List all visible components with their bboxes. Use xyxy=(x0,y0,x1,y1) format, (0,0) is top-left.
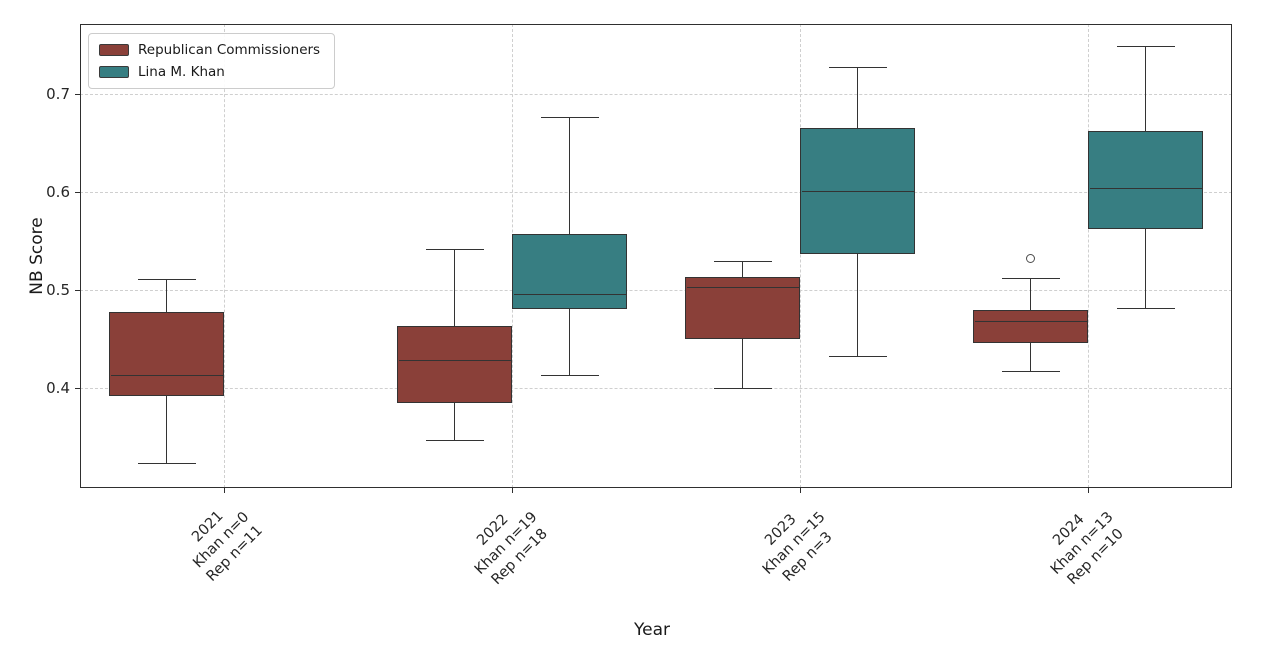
y-tick-label: 0.7 xyxy=(46,84,70,103)
republican-2024-upper-cap xyxy=(1001,278,1060,280)
khan-2023-lower-cap xyxy=(828,355,887,357)
x-axis-title: Year xyxy=(634,620,670,640)
khan-2023-upper-whisker xyxy=(856,68,858,128)
y-tick-mark xyxy=(75,289,80,291)
x-tick-label: 2021 Khan n=0 Rep n=11 xyxy=(189,508,266,585)
y-tick-mark xyxy=(75,191,80,193)
khan-2022-lower-whisker xyxy=(568,309,570,377)
y-gridline xyxy=(80,93,1232,95)
republican-2022-lower-cap xyxy=(425,440,484,442)
republican-2021-lower-whisker xyxy=(165,395,167,464)
republican-2021-lower-cap xyxy=(137,462,196,464)
khan-2024-box xyxy=(1088,130,1203,230)
khan-swatch-icon xyxy=(99,66,129,78)
khan-2024-lower-whisker xyxy=(1144,229,1146,309)
khan-2024-upper-whisker xyxy=(1144,46,1146,131)
republican-2021-median xyxy=(110,375,223,377)
x-gridline xyxy=(1088,24,1089,488)
republican-2022-upper-cap xyxy=(425,248,484,250)
republican-2024-upper-whisker xyxy=(1029,279,1031,311)
khan-2022-median xyxy=(513,293,626,295)
khan-2023-box xyxy=(800,127,915,254)
y-axis-title: NB Score xyxy=(27,217,47,295)
republican-2024-lower-whisker xyxy=(1029,342,1031,372)
y-gridline xyxy=(80,289,1232,291)
x-tick-mark xyxy=(512,488,513,493)
plot-border xyxy=(80,24,1232,488)
x-tick-mark xyxy=(1088,488,1089,493)
khan-2023-upper-cap xyxy=(828,67,887,69)
y-gridline xyxy=(80,387,1232,389)
x-gridline xyxy=(800,24,801,488)
republican-2022-box xyxy=(397,326,512,403)
y-tick-label: 0.5 xyxy=(46,280,70,299)
legend-entry-khan: Lina M. Khan xyxy=(99,64,320,80)
republican-swatch-icon xyxy=(99,44,129,56)
x-tick-mark xyxy=(224,488,225,493)
republican-2024-box xyxy=(973,310,1088,343)
y-tick-mark xyxy=(75,387,80,389)
khan-2022-lower-cap xyxy=(540,375,599,377)
x-tick-label: 2024 Khan n=13 Rep n=10 xyxy=(1047,509,1127,589)
republican-2022-lower-whisker xyxy=(453,402,455,441)
republican-2021-box xyxy=(109,312,224,396)
republican-2021-upper-whisker xyxy=(165,280,167,313)
y-tick-mark xyxy=(75,93,80,95)
khan-2024-lower-cap xyxy=(1116,307,1175,309)
y-tick-label: 0.6 xyxy=(46,182,70,201)
x-tick-label: 2022 Khan n=19 Rep n=18 xyxy=(471,509,551,589)
legend: Republican Commissioners Lina M. Khan xyxy=(88,33,336,89)
x-tick-mark xyxy=(800,488,801,493)
khan-2022-upper-whisker xyxy=(568,118,570,234)
republican-2021-upper-cap xyxy=(137,279,196,281)
republican-2022-median xyxy=(398,359,511,361)
khan-2024-median xyxy=(1089,187,1202,189)
x-gridline xyxy=(224,24,225,488)
republican-2024-median xyxy=(974,321,1087,323)
khan-2022-upper-cap xyxy=(540,117,599,119)
republican-2022-upper-whisker xyxy=(453,249,455,327)
khan-2023-median xyxy=(801,190,914,192)
republican-2023-median xyxy=(686,287,799,289)
khan-2022-box xyxy=(512,233,627,310)
legend-label-khan: Lina M. Khan xyxy=(138,64,225,80)
y-tick-label: 0.4 xyxy=(46,378,70,397)
khan-2023-lower-whisker xyxy=(856,253,858,357)
republican-2024-outlier-point xyxy=(1026,253,1035,263)
legend-entry-republican: Republican Commissioners xyxy=(99,42,320,58)
republican-2023-lower-whisker xyxy=(741,338,743,389)
republican-2023-upper-whisker xyxy=(741,261,743,278)
republican-2024-lower-cap xyxy=(1001,370,1060,372)
x-tick-label: 2023 Khan n=15 Rep n=3 xyxy=(759,509,836,585)
khan-2024-upper-cap xyxy=(1116,45,1175,47)
republican-2023-upper-cap xyxy=(713,260,772,262)
y-gridline xyxy=(80,191,1232,193)
legend-label-republican: Republican Commissioners xyxy=(138,42,321,58)
republican-2023-lower-cap xyxy=(713,388,772,390)
